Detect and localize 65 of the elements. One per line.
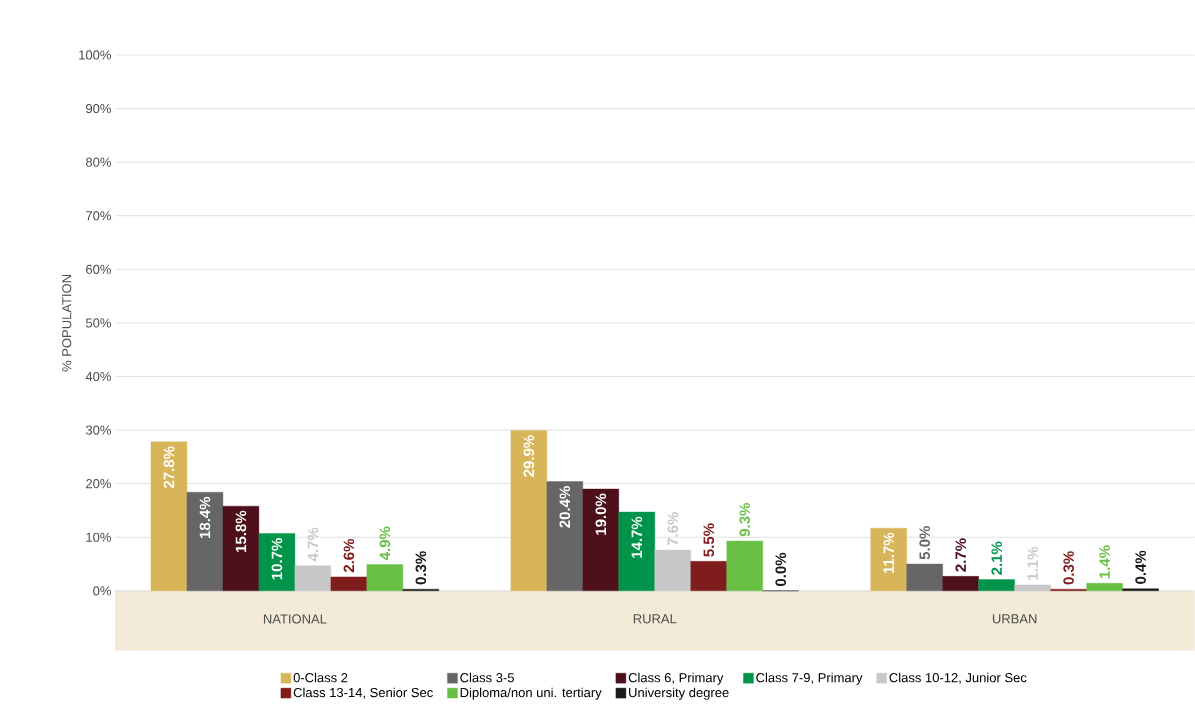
data-label: 14.7% — [631, 516, 643, 558]
x-tick-label: RURAL — [633, 614, 677, 624]
bar — [582, 488, 619, 592]
data-label: 2.6% — [343, 539, 355, 573]
data-label: 5.5% — [703, 523, 715, 557]
data-label: 0.0% — [775, 552, 787, 587]
bar — [1086, 583, 1123, 592]
legend-label: Class 13-14, Senior Sec — [293, 687, 433, 699]
data-label: 20.4% — [559, 486, 571, 528]
legend-label: Class 10-12, Junior Sec — [889, 672, 1027, 684]
y-tick-label: 0% — [93, 586, 111, 596]
bar — [258, 533, 296, 592]
data-label: 0.3% — [415, 551, 427, 585]
legend-label: Class 3-5 — [460, 672, 514, 683]
legend-label: Diploma/non uni. tertiary — [460, 687, 602, 700]
legend-label: Class 7-9, Primary — [756, 672, 863, 685]
bar — [330, 576, 368, 592]
bar — [978, 579, 1015, 592]
bar — [654, 550, 691, 592]
bar — [1122, 588, 1159, 592]
bar — [546, 481, 584, 592]
data-label: 2.1% — [991, 541, 1002, 575]
y-tick-label: 20% — [86, 479, 111, 489]
bar — [726, 540, 763, 592]
data-label: 15.8% — [235, 510, 247, 553]
y-tick-label: 90% — [86, 104, 111, 114]
data-label: 9.3% — [739, 503, 751, 537]
bar — [1014, 584, 1051, 592]
data-label: 5.0% — [919, 526, 930, 560]
data-label: 4.9% — [379, 526, 391, 561]
bar — [186, 492, 224, 592]
y-tick-label: 10% — [86, 532, 111, 542]
x-tick-label: NATIONAL — [263, 614, 327, 624]
data-label: 0.3% — [1063, 551, 1074, 585]
data-label: 19.0% — [595, 493, 607, 535]
x-tick-label: URBAN — [992, 614, 1037, 624]
bar — [906, 563, 943, 592]
data-label: 10.7% — [271, 538, 283, 580]
y-tick-label: 100% — [79, 50, 111, 60]
data-label: 0.4% — [1135, 550, 1146, 584]
bar — [690, 561, 727, 592]
legend-label: Class 6, Primary — [628, 672, 724, 685]
y-tick-label: 40% — [85, 371, 111, 382]
legend-label: University degree — [629, 687, 729, 700]
data-label: 2.7% — [955, 538, 966, 572]
y-tick-label: 70% — [86, 211, 111, 221]
bar — [618, 511, 655, 592]
y-axis-title: % POPULATION — [62, 275, 72, 372]
data-label: 27.8% — [163, 446, 175, 489]
bar — [942, 576, 979, 592]
y-tick-label: 60% — [86, 264, 111, 275]
bar — [294, 565, 332, 592]
bar — [870, 528, 907, 592]
bar — [150, 441, 188, 592]
data-label: 1.4% — [1099, 545, 1110, 579]
y-tick-label: 50% — [85, 318, 111, 328]
bar — [222, 506, 260, 592]
y-tick-label: 80% — [85, 157, 111, 167]
data-label: 18.4% — [199, 496, 211, 539]
y-tick-label: 30% — [85, 425, 111, 435]
bar — [366, 564, 404, 592]
data-label: 29.9% — [523, 435, 535, 477]
data-label: 11.7% — [883, 532, 894, 574]
legend-label: 0-Class 2 — [293, 672, 348, 683]
bar — [510, 430, 548, 592]
